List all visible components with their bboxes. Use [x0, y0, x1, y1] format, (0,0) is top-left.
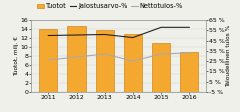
- Bar: [39, 29, 58, 92]
- Bar: [152, 43, 170, 92]
- Bar: [124, 34, 142, 92]
- Bar: [96, 30, 114, 92]
- Y-axis label: Taloudellinen tulos %: Taloudellinen tulos %: [227, 25, 231, 87]
- Bar: [180, 52, 198, 92]
- Legend: Tuotot, Jalostusarvo-%, Nettotulos-%: Tuotot, Jalostusarvo-%, Nettotulos-%: [37, 3, 183, 9]
- Bar: [67, 26, 86, 92]
- Y-axis label: Tuotot, milj. €: Tuotot, milj. €: [14, 36, 19, 76]
